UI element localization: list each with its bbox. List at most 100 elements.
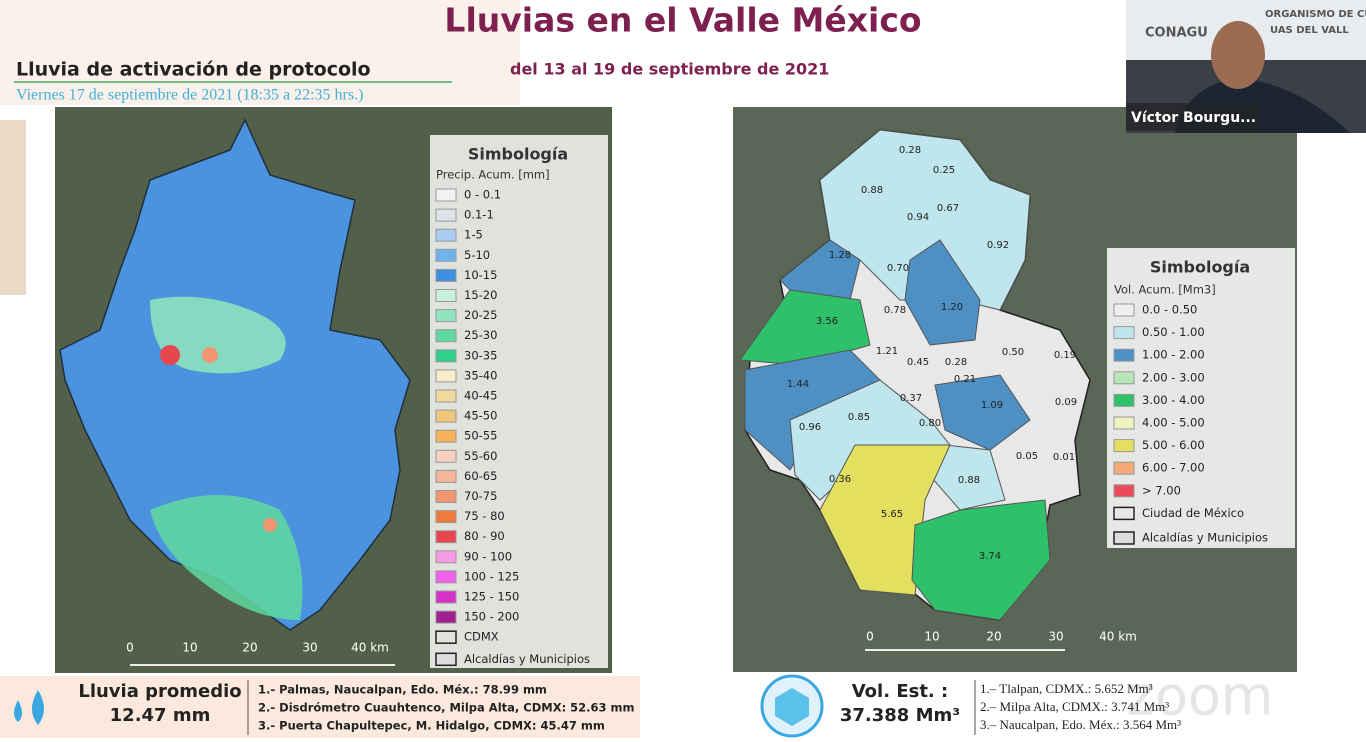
left-heading: Lluvia de activación de protocolo bbox=[16, 59, 371, 81]
legend-swatch bbox=[435, 530, 457, 544]
legend-swatch bbox=[435, 309, 457, 323]
legend-label: 5-10 bbox=[464, 248, 490, 262]
scale-label: 10 bbox=[182, 641, 197, 655]
legend-label: 50-55 bbox=[464, 429, 497, 443]
map-label: 0.67 bbox=[937, 203, 959, 214]
legend-swatch bbox=[435, 188, 457, 202]
map-label: 0.88 bbox=[958, 475, 980, 486]
name-tag bbox=[1126, 103, 1262, 131]
legend-label: 35-40 bbox=[464, 368, 497, 382]
subtitle: del 13 al 19 de septiembre de 2021 bbox=[510, 60, 829, 79]
scale-label: 20 bbox=[242, 641, 257, 655]
map-label: 0.19 bbox=[1054, 350, 1076, 361]
district bbox=[904, 239, 981, 346]
scale-label: 20 bbox=[986, 630, 1001, 644]
org-text: ORGANISMO DE CU bbox=[1265, 9, 1366, 20]
legend-swatch bbox=[1113, 393, 1135, 407]
org-text: UAS DEL VALL bbox=[1270, 25, 1349, 36]
map-label: 1.20 bbox=[941, 302, 963, 313]
scale-label: 0 bbox=[866, 630, 874, 644]
legend-swatch bbox=[435, 329, 457, 343]
map-label: 3.74 bbox=[979, 551, 1001, 562]
ranking-item: 3.– Naucalpan, Edo. Méx.: 3.564 Mm³ bbox=[980, 717, 1181, 732]
legend-label: 0.0 - 0.50 bbox=[1142, 303, 1197, 317]
map-label: 0.96 bbox=[799, 422, 821, 433]
header-band bbox=[0, 0, 520, 105]
participant-name: Víctor Bourgu... bbox=[1131, 110, 1256, 126]
legend-label: 1.00 - 2.00 bbox=[1142, 348, 1205, 362]
map-label: 0.45 bbox=[907, 357, 929, 368]
legend-label: 40-45 bbox=[464, 389, 497, 403]
legend-label: 10-15 bbox=[464, 268, 497, 282]
legend-swatch bbox=[435, 652, 457, 667]
map-label: 5.65 bbox=[881, 509, 903, 520]
summary-value: 12.47 mm bbox=[110, 705, 211, 726]
legend-swatch bbox=[1113, 348, 1135, 362]
legend-swatch bbox=[1113, 531, 1135, 545]
legend-label: 20-25 bbox=[464, 308, 497, 322]
map-label: 0.78 bbox=[884, 305, 906, 316]
district bbox=[911, 499, 1051, 621]
map-label: 1.28 bbox=[829, 250, 851, 261]
map-label: 0.36 bbox=[829, 474, 851, 485]
map-label: 1.44 bbox=[787, 379, 809, 390]
legend-label: 150 - 200 bbox=[464, 610, 519, 624]
legend-label: 90 - 100 bbox=[464, 549, 512, 563]
rain-peak bbox=[202, 347, 218, 363]
ranking-item: 3.- Puerta Chapultepec, M. Hidalgo, CDMX… bbox=[258, 719, 605, 733]
map-label: 0.94 bbox=[907, 212, 929, 223]
legend-swatch bbox=[435, 510, 457, 524]
ranking-item: 1.– Tlalpan, CDMX.: 5.652 Mm³ bbox=[980, 681, 1153, 696]
right-legend bbox=[1107, 248, 1295, 548]
map-label: 0.09 bbox=[1055, 397, 1077, 408]
legend-swatch bbox=[435, 550, 457, 564]
legend-swatch bbox=[435, 429, 457, 443]
map-label: 0.37 bbox=[900, 393, 922, 404]
legend-swatch bbox=[435, 490, 457, 503]
legend-label: Alcaldías y Municipios bbox=[464, 652, 590, 666]
legend-label: 2.00 - 3.00 bbox=[1142, 370, 1205, 384]
legend-swatch bbox=[435, 449, 457, 463]
legend-swatch bbox=[435, 349, 457, 363]
map-label: 0.80 bbox=[919, 418, 941, 429]
legend-swatch bbox=[435, 208, 457, 222]
legend-swatch bbox=[435, 389, 457, 403]
cube bbox=[775, 688, 809, 726]
legend-label: 3.00 - 4.00 bbox=[1142, 393, 1205, 407]
legend-label: CDMX bbox=[464, 630, 499, 644]
scale-label: 10 bbox=[924, 630, 939, 644]
map-label: 0.28 bbox=[899, 145, 921, 156]
legend-swatch bbox=[435, 630, 457, 644]
legend-swatch bbox=[1113, 506, 1135, 521]
legend-swatch bbox=[435, 289, 457, 302]
legend-swatch bbox=[435, 610, 457, 624]
legend-swatch bbox=[435, 570, 457, 584]
map-label: 0.28 bbox=[945, 357, 967, 368]
map-label: 1.09 bbox=[981, 400, 1003, 411]
map-label: 0.25 bbox=[933, 165, 955, 176]
rain-peak bbox=[263, 518, 277, 532]
scale-label: 0 bbox=[126, 641, 134, 655]
legend-swatch bbox=[435, 248, 457, 262]
summary-label: Lluvia promedio bbox=[78, 681, 241, 702]
map-label: 0.70 bbox=[887, 263, 909, 274]
legend-label: 4.00 - 5.00 bbox=[1142, 416, 1205, 430]
map-label: 1.21 bbox=[876, 346, 898, 357]
legend-label: 1-5 bbox=[464, 228, 483, 242]
legend-swatch bbox=[435, 469, 457, 483]
legend-label: 5.00 - 6.00 bbox=[1142, 438, 1205, 452]
legend-swatch bbox=[1113, 439, 1135, 453]
legend-label: 6.00 - 7.00 bbox=[1142, 461, 1205, 475]
legend-label: 55-60 bbox=[464, 449, 497, 463]
legend-label: 0.50 - 1.00 bbox=[1142, 325, 1205, 339]
legend-swatch bbox=[1113, 371, 1135, 385]
legend-title: Simbología bbox=[468, 145, 568, 164]
summary-value: 37.388 Mm³ bbox=[840, 705, 960, 726]
drop-icon bbox=[14, 690, 44, 725]
legend-label: 15-20 bbox=[464, 288, 497, 302]
legend-label: Ciudad de México bbox=[1142, 506, 1244, 520]
map-label: 0.50 bbox=[1002, 347, 1024, 358]
legend-swatch bbox=[435, 409, 457, 423]
ranking-item: 1.- Palmas, Naucalpan, Edo. Méx.: 78.99 … bbox=[258, 683, 547, 697]
